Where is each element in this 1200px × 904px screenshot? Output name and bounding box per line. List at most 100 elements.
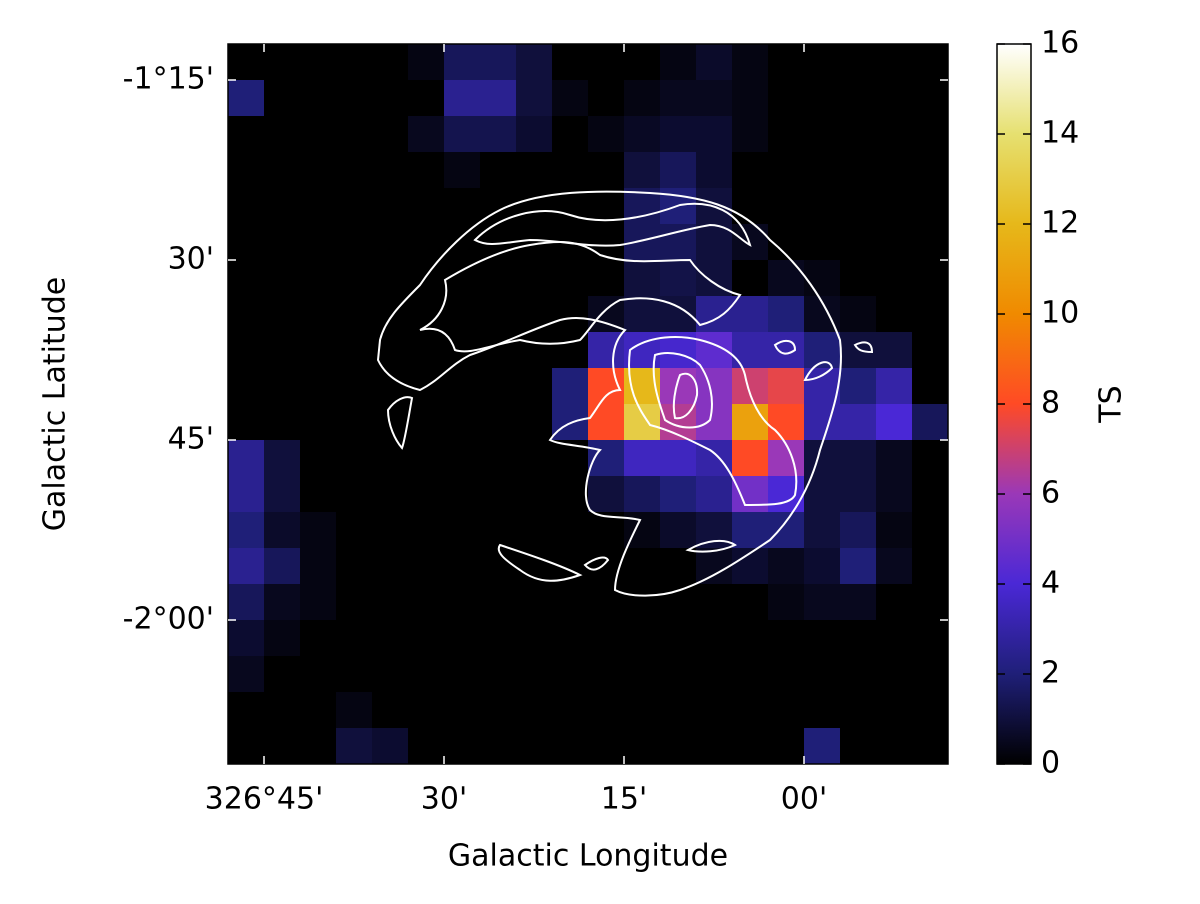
heatmap-cell [624,116,661,153]
heatmap-cell [300,440,337,477]
heatmap-cell [516,584,553,621]
heatmap-cell [768,404,805,441]
heatmap-cell [480,296,517,333]
contour-line [652,352,713,429]
heatmap-cell [840,44,877,81]
heatmap-cell [264,260,301,297]
heatmap-cell [444,512,481,549]
heatmap-cell [264,188,301,225]
heatmap-cell [372,44,409,81]
heatmap-cell [912,188,949,225]
heatmap-cell [552,296,589,333]
heatmap-cell [696,692,733,729]
heatmap-cell [228,692,265,729]
heatmap-cell [336,476,373,513]
contour-line [419,241,742,353]
heatmap-cell [732,188,769,225]
heatmap-cell [660,476,697,513]
heatmap-cell [696,404,733,441]
heatmap-cell [624,548,661,585]
heatmap-cell [300,692,337,729]
x-tick-label: 326°45' [205,782,324,817]
heatmap-cell [876,296,913,333]
heatmap-cell [444,296,481,333]
heatmap-cell [228,512,265,549]
heatmap-cell [840,188,877,225]
heatmap-cell [372,620,409,657]
heatmap-cell [696,620,733,657]
heatmap-cell [912,476,949,513]
heatmap-cell [588,476,625,513]
colorbar-tick-label: 0 [1041,746,1060,781]
heatmap-cell [696,656,733,693]
heatmap-cell [840,584,877,621]
heatmap-cell [408,80,445,117]
heatmap-cell [228,152,265,189]
heatmap-cell [336,404,373,441]
heatmap-cell [876,224,913,261]
heatmap-cell [372,692,409,729]
heatmap-cell [876,476,913,513]
heatmap-cell [804,188,841,225]
heatmap-cell [588,728,625,765]
heatmap-cell [516,440,553,477]
heatmap-cell [552,260,589,297]
heatmap-cell [768,512,805,549]
heatmap-cell [660,728,697,765]
heatmap-cell [516,404,553,441]
contour-line [386,396,414,450]
heatmap-cell [588,80,625,117]
heatmap-cell [588,116,625,153]
heatmap-cell [300,368,337,405]
heatmap-cell [336,368,373,405]
heatmap-cell [372,476,409,513]
heatmap-cell [876,368,913,405]
heatmap-cell [804,692,841,729]
heatmap-cell [264,116,301,153]
heatmap-cell [660,512,697,549]
heatmap-cell [552,584,589,621]
heatmap-cell [408,116,445,153]
heatmap-cell [336,224,373,261]
heatmap-cell [624,260,661,297]
heatmap-cell [300,404,337,441]
heatmap-cell [408,476,445,513]
heatmap-cell [912,620,949,657]
heatmap-cell [660,260,697,297]
heatmap-cell [408,584,445,621]
heatmap-cell [912,548,949,585]
heatmap-cell [444,224,481,261]
heatmap-cell [876,152,913,189]
heatmap-cell [588,404,625,441]
heatmap-cell [732,692,769,729]
heatmap-cell [408,656,445,693]
heatmap-cell [660,152,697,189]
contour-line [497,543,583,582]
heatmap-cell [228,296,265,333]
heatmap-cell [336,512,373,549]
heatmap-cell [588,584,625,621]
heatmap-cell [912,512,949,549]
x-tick-label: 00' [781,782,827,817]
heatmap-cell [480,476,517,513]
heatmap-cell [408,188,445,225]
heatmap-cell [912,260,949,297]
heatmap-cell [732,512,769,549]
heatmap-cell [804,656,841,693]
heatmap-cell [624,152,661,189]
heatmap-cell [516,368,553,405]
heatmap-cell [840,692,877,729]
heatmap-cell [300,296,337,333]
heatmap-cell [336,152,373,189]
heatmap-cell [516,296,553,333]
heatmap-cell [228,188,265,225]
heatmap-cell [480,512,517,549]
heatmap-cell [912,404,949,441]
heatmap-cell [516,80,553,117]
heatmap-cell [552,656,589,693]
heatmap-cell [876,404,913,441]
heatmap-cell [696,476,733,513]
heatmap-cell [768,116,805,153]
heatmap-cell [876,728,913,765]
colorbar-tick-label: 14 [1041,116,1079,151]
